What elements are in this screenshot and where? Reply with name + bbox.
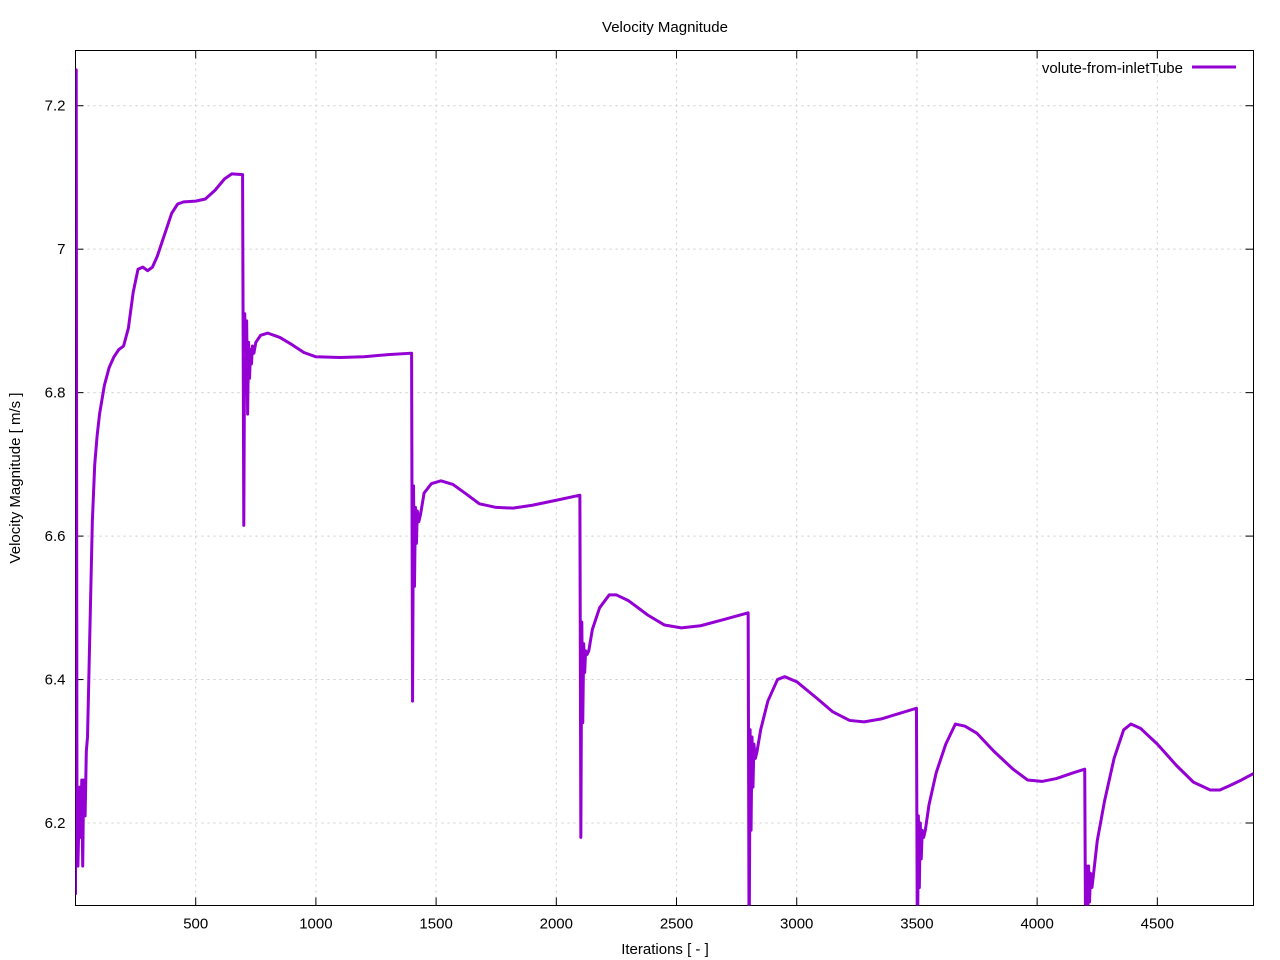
y-tick-label: 7 — [57, 241, 65, 258]
y-tick-label: 6.8 — [45, 385, 66, 402]
x-tick-label: 4500 — [1141, 916, 1174, 933]
y-tick-label: 6.4 — [45, 672, 66, 689]
plot-area-frame — [75, 50, 1254, 906]
chart-title: Velocity Magnitude — [602, 19, 728, 36]
y-tick-label: 6.6 — [45, 528, 66, 545]
x-tick-label: 500 — [183, 916, 208, 933]
x-tick-label: 1000 — [299, 916, 332, 933]
x-tick-label: 3000 — [780, 916, 813, 933]
x-tick-label: 2000 — [540, 916, 573, 933]
x-axis-label: Iterations [ - ] — [621, 941, 709, 958]
axis-ticks: 500 1000 1500 2000 2500 3000 3500 4000 4500 6.2 6.… — [45, 50, 1254, 933]
x-tick-label: 2500 — [660, 916, 693, 933]
series-line-volute-from-inletTube — [75, 68, 1254, 906]
y-tick-label: 6.2 — [45, 815, 66, 832]
series-layer — [75, 68, 1254, 906]
legend-label: volute-from-inletTube — [1042, 60, 1183, 77]
x-tick-label: 4000 — [1020, 916, 1053, 933]
y-axis-label: Velocity Magnitude [ m/s ] — [7, 393, 24, 564]
x-tick-label: 3500 — [900, 916, 933, 933]
x-tick-label: 1500 — [419, 916, 452, 933]
y-tick-label: 7.2 — [45, 98, 66, 115]
legend: volute-from-inletTube — [1042, 60, 1236, 77]
grid-lines — [75, 50, 1254, 906]
